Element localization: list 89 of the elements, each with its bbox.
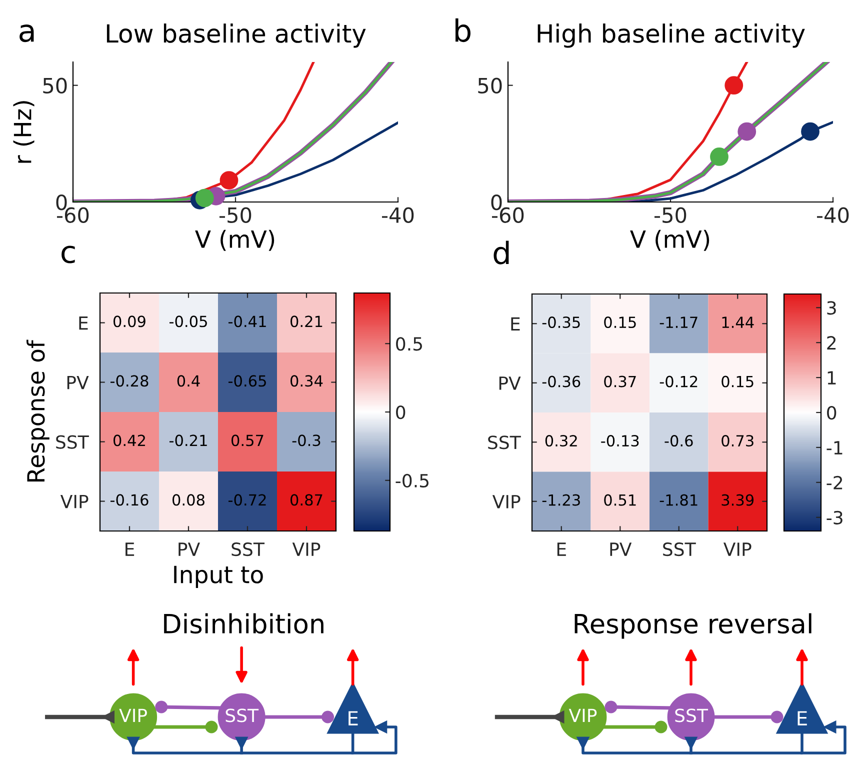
data-label: -0.35 [542, 316, 580, 328]
text: E [798, 711, 807, 726]
x-tick-label: -40 [382, 207, 414, 223]
y-tick-label: VIP [60, 494, 88, 508]
data-label: 0.51 [604, 494, 636, 506]
data-label: 0.42 [114, 434, 145, 446]
x-tick-label: -50 [220, 207, 252, 223]
color-bar-label: -2 [826, 476, 842, 490]
data-label: -0.6 [664, 435, 693, 447]
data-label: 0.09 [114, 316, 146, 328]
data-label: -1.17 [660, 316, 698, 328]
x-tick-label: E [557, 542, 566, 556]
color-bar-label: 0.5 [396, 337, 422, 351]
color-bar-label: 2 [827, 336, 836, 350]
point [738, 122, 756, 141]
x-tick-label: SST [232, 542, 265, 556]
data-label: -0.41 [228, 316, 266, 328]
data-label: -0.05 [169, 316, 207, 328]
x-tick-label: SST [663, 542, 696, 556]
color-bar-label: 0 [396, 405, 406, 420]
chart-title: Low baseline activity [106, 24, 366, 48]
point [724, 76, 744, 95]
x-tick-label: E [126, 542, 134, 556]
y-tick-label: SST [56, 435, 89, 449]
x-axis-title: Input to [174, 566, 263, 588]
text: VIP [119, 708, 147, 722]
data-label: 1.44 [722, 316, 754, 328]
text: E [348, 711, 358, 726]
data-label: 0.73 [722, 435, 754, 447]
data-label: 0.32 [545, 435, 577, 447]
text: SST [226, 708, 259, 722]
x-tick-label: PV [178, 542, 200, 556]
text: c [62, 246, 75, 264]
data-label: 0.15 [722, 376, 754, 388]
data-label: 0.37 [604, 376, 636, 388]
data-label: -0.21 [169, 434, 207, 446]
y-tick-label: SST [488, 436, 521, 450]
data-label: 0.4 [177, 375, 200, 387]
y-axis-title: r (Hz) [13, 101, 34, 163]
data-label: 0.87 [290, 494, 322, 506]
y-tick-label: PV [67, 376, 89, 390]
data-label: -0.13 [601, 435, 639, 447]
data-label: 0.15 [604, 316, 636, 328]
chart-title: High baseline activity [538, 24, 805, 48]
point [710, 148, 728, 166]
data-label: -0.3 [292, 434, 320, 446]
data-label: 0.21 [290, 316, 322, 328]
x-axis-title: V (mV) [195, 230, 274, 251]
data-label: 0.57 [232, 434, 264, 446]
data-label: -1.23 [542, 494, 580, 506]
text: b [456, 18, 470, 42]
y-tick-label: 50 [43, 78, 67, 94]
data-label: -0.65 [228, 375, 266, 387]
y-tick-label: VIP [492, 495, 520, 508]
x-tick-label: VIP [723, 542, 752, 556]
data-label: 3.39 [722, 494, 754, 506]
data-label: -0.16 [110, 494, 148, 506]
point [220, 171, 238, 190]
x-tick-label: VIP [292, 542, 320, 556]
data-label: 0.08 [172, 494, 204, 506]
text: a [20, 24, 34, 42]
color-bar-label: 3 [827, 301, 836, 315]
color-bar-label: 0 [827, 406, 836, 420]
data-label: -0.36 [542, 376, 580, 388]
y-tick-label: E [511, 317, 520, 330]
x-axis-title: V (mV) [630, 230, 710, 251]
text: Response reversal [574, 613, 812, 639]
color-bar-label: 1 [828, 371, 836, 384]
x-tick-label: -40 [817, 207, 849, 223]
x-tick-label: -50 [654, 207, 686, 223]
text: Disinhibition [164, 613, 324, 634]
color-bar-label: -3 [826, 510, 842, 524]
data-label: -0.72 [228, 494, 266, 506]
data-label: -0.12 [660, 376, 698, 388]
x-tick-label: PV [610, 542, 632, 556]
text: d [494, 240, 509, 264]
y-axis-title: Response of [26, 340, 50, 482]
data-label: -1.81 [660, 494, 698, 506]
text: SST [675, 708, 708, 722]
data-label: -0.28 [110, 375, 148, 387]
y-tick-label: E [79, 316, 88, 330]
text: VIP [568, 708, 597, 722]
color-bar-label: -0.5 [396, 474, 429, 488]
y-tick-label: 50 [478, 78, 502, 94]
point [195, 188, 214, 208]
color-bar-label: -1 [826, 441, 842, 454]
y-tick-label: PV [499, 376, 521, 390]
point [801, 122, 820, 141]
data-label: 0.34 [290, 375, 323, 387]
